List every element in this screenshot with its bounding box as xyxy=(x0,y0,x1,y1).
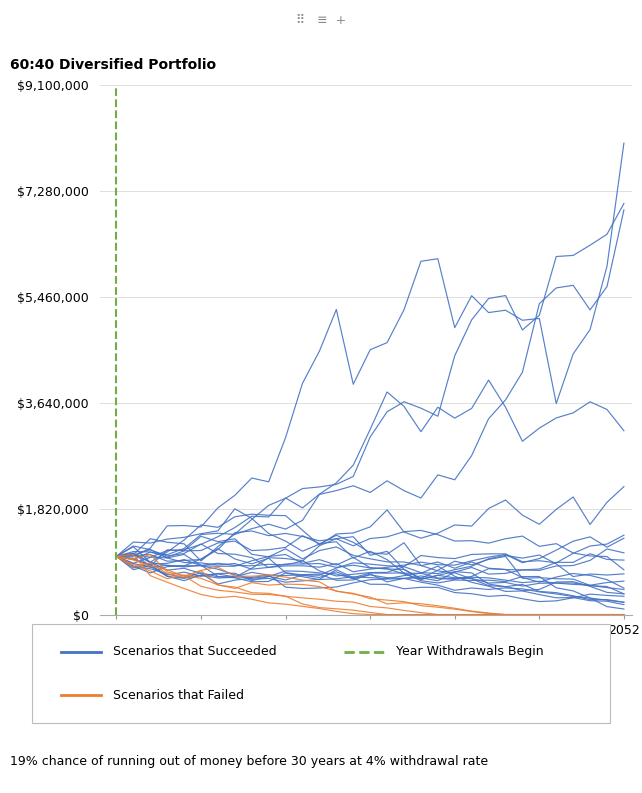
Text: Scenarios that Failed: Scenarios that Failed xyxy=(113,689,244,702)
Text: Scenarios that Succeeded: Scenarios that Succeeded xyxy=(113,646,277,658)
Text: 19% chance of running out of money before 30 years at 4% withdrawal rate: 19% chance of running out of money befor… xyxy=(10,755,488,768)
Text: Year Withdrawals Begin: Year Withdrawals Begin xyxy=(396,646,544,658)
Text: ⠿   ≡  +: ⠿ ≡ + xyxy=(296,14,346,27)
FancyBboxPatch shape xyxy=(32,624,610,723)
Text: 60:40 Diversified Portfolio: 60:40 Diversified Portfolio xyxy=(10,58,216,72)
X-axis label: Year: Year xyxy=(349,645,383,659)
